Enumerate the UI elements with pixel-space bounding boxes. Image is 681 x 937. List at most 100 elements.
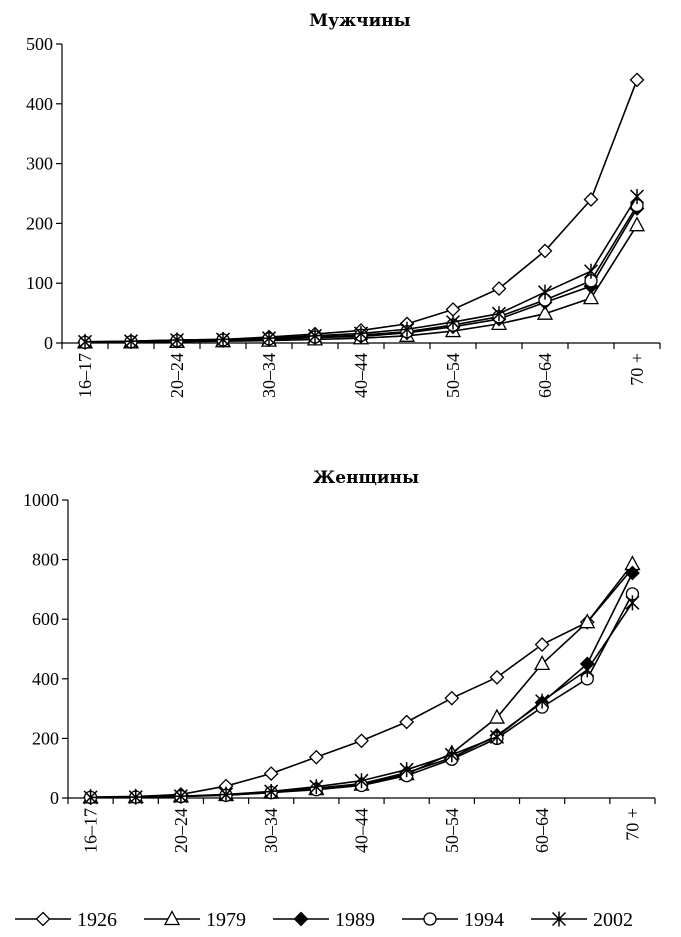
- data-point: [353, 325, 369, 341]
- series-line: [84, 79, 638, 343]
- legend-label: 2002: [593, 909, 633, 931]
- series-line: [90, 572, 634, 799]
- legend-label: 1994: [464, 909, 504, 931]
- x-tick-label: 50–54: [443, 353, 463, 398]
- legend-marker: [293, 911, 309, 927]
- y-tick-label: 500: [26, 34, 53, 54]
- legend-item-1994: 1994: [402, 909, 504, 931]
- legend-item-1989: 1989: [273, 909, 375, 931]
- y-tick-label: 1000: [23, 490, 59, 510]
- y-tick-label: 200: [26, 213, 53, 233]
- data-point: [625, 595, 640, 611]
- legend-item-1926: 1926: [15, 909, 117, 931]
- data-point: [444, 747, 459, 763]
- y-tick-label: 800: [32, 550, 59, 570]
- data-point: [534, 637, 550, 652]
- data-point: [537, 243, 553, 259]
- data-point: [625, 565, 640, 581]
- x-tick-label: 50–54: [442, 808, 462, 853]
- series-line: [84, 205, 638, 344]
- y-tick-label: 0: [44, 333, 53, 353]
- legend-item-2002: 2002: [531, 909, 633, 931]
- data-point: [215, 331, 231, 347]
- data-point: [629, 188, 645, 204]
- legend-marker: [35, 911, 51, 927]
- data-point: [261, 330, 277, 346]
- x-tick-label: 16–17: [81, 808, 101, 853]
- chart-title: Женщины: [313, 468, 419, 488]
- y-tick-label: 600: [32, 609, 59, 629]
- x-tick-label: 16–17: [75, 353, 95, 398]
- data-point: [491, 306, 507, 322]
- data-point: [537, 284, 553, 300]
- legend-marker: [551, 911, 567, 927]
- data-point: [488, 708, 506, 724]
- chart-men: Мужчины 0 100 200 300 400 500 16–17 20–24 30–34 40…: [26, 11, 661, 398]
- data-point: [219, 786, 234, 802]
- x-tick-label: 70 +: [622, 808, 642, 841]
- y-tick-label: 400: [32, 669, 59, 689]
- data-point: [354, 733, 369, 749]
- data-point: [536, 304, 554, 320]
- series-1989: [83, 565, 640, 805]
- data-point: [307, 328, 323, 344]
- y-tick-label: 100: [26, 273, 53, 293]
- series-line: [90, 568, 634, 798]
- data-point: [169, 332, 185, 348]
- legend-label: 1979: [206, 909, 246, 931]
- series-line: [84, 208, 638, 344]
- y-tick-label: 400: [26, 94, 53, 114]
- data-point: [444, 690, 460, 706]
- data-point: [628, 216, 646, 232]
- data-point: [77, 334, 93, 350]
- y-tick-label: 300: [26, 154, 53, 174]
- legend-label: 1989: [335, 909, 375, 931]
- x-tick-label: 60–64: [535, 353, 555, 398]
- x-tick-label: 40–44: [351, 353, 371, 398]
- data-point: [399, 762, 414, 778]
- data-point: [580, 662, 595, 678]
- legend-item-1979: 1979: [144, 909, 246, 931]
- data-point: [583, 192, 599, 207]
- legend-label: 1926: [77, 909, 117, 931]
- x-tick-label: 40–44: [352, 808, 372, 853]
- data-point: [83, 789, 98, 805]
- y-tick-label: 0: [50, 788, 59, 808]
- x-tick-label: 30–34: [259, 353, 279, 398]
- y-tick-label: 200: [32, 728, 59, 748]
- data-point: [491, 281, 507, 297]
- data-point: [489, 669, 505, 685]
- data-point: [489, 729, 504, 745]
- data-point: [535, 693, 550, 709]
- data-point: [579, 613, 596, 629]
- data-point: [354, 773, 369, 789]
- series-line: [90, 563, 634, 799]
- data-point: [445, 302, 461, 317]
- data-point: [123, 333, 139, 349]
- series-1926: [83, 561, 640, 805]
- series-1979: [82, 555, 641, 804]
- data-point: [264, 783, 279, 799]
- x-tick-label: 20–24: [171, 808, 191, 853]
- chart-title: Мужчины: [309, 11, 410, 31]
- data-point: [445, 314, 461, 330]
- data-point: [173, 788, 188, 804]
- data-point: [309, 779, 324, 795]
- legend-marker: [163, 910, 181, 926]
- series-line: [84, 196, 638, 343]
- x-tick-label: 70 +: [627, 353, 647, 386]
- series-2002: [77, 188, 645, 350]
- chart-legend: 1926 1979 1989 1994 2002: [15, 909, 633, 931]
- series-line: [90, 602, 634, 799]
- series-2002: [83, 595, 640, 805]
- data-point: [582, 289, 600, 305]
- chart-women: Женщины 0 200 400 600 800 1000 16–17 20–24 30–34 4…: [23, 468, 656, 853]
- data-point: [399, 321, 415, 337]
- legend-marker: [423, 912, 437, 926]
- data-point: [399, 714, 415, 730]
- data-point: [534, 655, 551, 671]
- data-point: [263, 766, 279, 781]
- x-tick-label: 20–24: [167, 353, 187, 398]
- data-point: [128, 789, 143, 805]
